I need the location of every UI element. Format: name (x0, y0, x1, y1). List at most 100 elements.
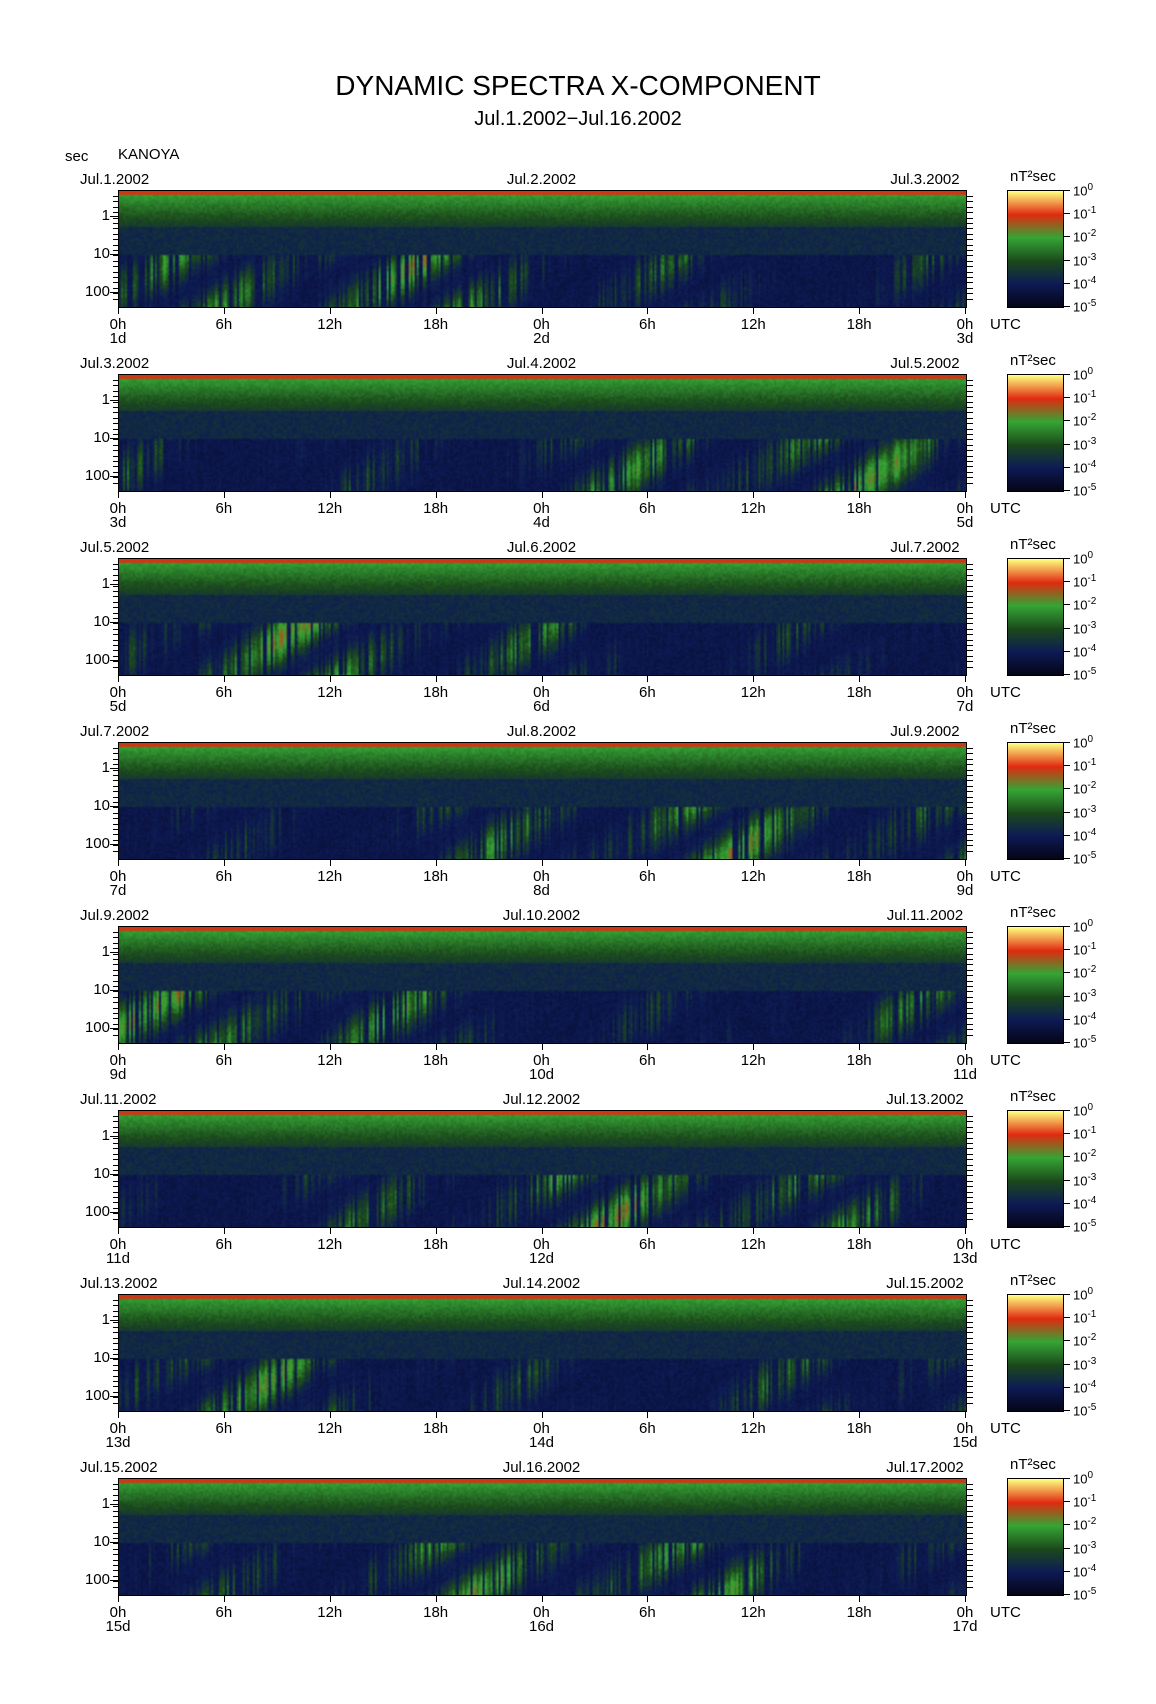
x-tick-label: 18h (846, 1052, 872, 1069)
y-minor-tick (967, 796, 973, 798)
y-minor-tick (113, 1310, 118, 1312)
colorbar-tick-label: 100 (1073, 366, 1094, 383)
colorbar-tick (1064, 674, 1070, 675)
y-minor-tick (113, 396, 118, 398)
y-minor-tick (967, 591, 973, 592)
y-tick-label: 100 (84, 835, 110, 853)
colorbar-tick-label: 10-4 (1073, 274, 1097, 292)
y-minor-tick (113, 282, 118, 284)
spectrogram-heatmap (119, 1295, 966, 1411)
y-tick (110, 1503, 118, 1505)
y-minor-tick (967, 444, 973, 446)
y-minor-tick (113, 845, 118, 847)
y-minor-tick (113, 255, 118, 257)
colorbar-tick (1064, 1156, 1070, 1158)
y-minor-tick (113, 932, 118, 933)
y-minor-tick (967, 1343, 973, 1345)
panel-date-mid: Jul.2.2002 (506, 171, 577, 188)
x-tick (329, 1596, 331, 1602)
y-tick-label: 100 (84, 467, 110, 485)
colorbar-tick (1064, 282, 1070, 284)
y-minor-tick (113, 569, 118, 571)
y-minor-tick (967, 1397, 973, 1399)
colorbar (1007, 742, 1064, 860)
y-minor-tick (967, 1527, 973, 1529)
y-minor-tick (113, 407, 118, 408)
day-label: 14d (528, 1434, 555, 1451)
x-tick-label: 0h (956, 500, 974, 517)
colorbar-tick (1064, 765, 1070, 767)
y-minor-tick (113, 1137, 118, 1139)
x-unit-label: UTC (990, 316, 1021, 333)
y-minor-tick (967, 1565, 973, 1566)
y-minor-tick (967, 834, 973, 836)
y-minor-tick (113, 1538, 118, 1539)
y-minor-tick (113, 1354, 118, 1355)
y-minor-tick (113, 1402, 118, 1404)
y-minor-tick (967, 1007, 973, 1009)
y-tick-label: 1 (101, 942, 110, 960)
y-minor-tick (113, 986, 118, 987)
y-minor-tick (967, 569, 973, 571)
x-tick-label: 12h (317, 1236, 343, 1253)
y-minor-tick (113, 591, 118, 592)
colorbar-tick-label: 10-1 (1073, 205, 1097, 222)
colorbar-tick (1064, 443, 1070, 445)
y-minor-tick (113, 991, 118, 993)
y-minor-tick (967, 1516, 973, 1518)
colorbar-tick (1064, 604, 1070, 606)
y-minor-tick (113, 201, 118, 203)
y-minor-tick (113, 1143, 118, 1144)
y-unit-label: sec (65, 148, 89, 165)
x-tick-label: 6h (215, 868, 233, 885)
y-minor-tick (967, 596, 973, 598)
y-tick-label: 10 (93, 612, 110, 630)
x-tick (435, 492, 437, 498)
x-tick (118, 1228, 119, 1234)
y-minor-tick (967, 1337, 973, 1339)
y-minor-tick (967, 217, 973, 219)
colorbar-unit-label: nT²sec (1010, 720, 1056, 737)
y-tick (110, 1357, 118, 1359)
y-minor-tick (967, 1327, 973, 1328)
colorbar (1007, 926, 1064, 1044)
colorbar-tick (1064, 788, 1070, 790)
y-minor-tick (113, 850, 118, 852)
y-minor-tick (967, 401, 973, 403)
y-minor-tick (967, 1213, 973, 1215)
spectrogram-heatmap (119, 191, 966, 307)
y-minor-tick (113, 417, 118, 419)
y-minor-tick (967, 1218, 973, 1220)
y-minor-tick (113, 959, 118, 960)
colorbar-tick-label: 10-2 (1073, 596, 1097, 613)
y-minor-tick (967, 260, 973, 262)
y-tick (110, 1212, 118, 1214)
y-minor-tick (967, 1316, 973, 1318)
y-minor-tick (113, 818, 118, 820)
panel-date-left: Jul.9.2002 (80, 907, 150, 924)
x-tick (965, 1412, 966, 1418)
spectrogram-heatmap (119, 743, 966, 859)
y-tick (110, 437, 118, 439)
panel-date-mid: Jul.14.2002 (502, 1275, 581, 1292)
colorbar-tick (1064, 306, 1070, 307)
y-minor-tick (967, 1029, 973, 1031)
panel-date-mid: Jul.16.2002 (502, 1459, 581, 1476)
y-minor-tick (967, 748, 973, 749)
y-minor-tick (967, 1538, 973, 1539)
y-minor-tick (113, 385, 118, 387)
panel-date-right: Jul.11.2002 (886, 907, 964, 924)
y-minor-tick (967, 580, 973, 582)
y-minor-tick (113, 975, 118, 977)
y-minor-tick (967, 1570, 973, 1572)
day-label: 10d (528, 1066, 555, 1083)
y-minor-tick (113, 1494, 118, 1496)
colorbar-tick-label: 10-1 (1073, 1493, 1097, 1510)
x-tick (541, 676, 543, 682)
y-minor-tick (967, 996, 973, 998)
y-minor-tick (113, 937, 118, 939)
y-minor-tick (967, 201, 973, 203)
y-minor-tick (113, 618, 118, 619)
y-minor-tick (967, 250, 973, 251)
day-label: 6d (533, 698, 550, 715)
